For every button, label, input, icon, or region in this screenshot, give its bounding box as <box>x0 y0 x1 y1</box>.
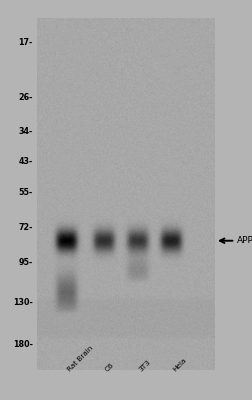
Text: 3T3: 3T3 <box>137 359 151 373</box>
Text: 43-: 43- <box>19 157 33 166</box>
Text: Hela: Hela <box>171 357 186 373</box>
Text: 180-: 180- <box>13 340 33 349</box>
Text: 95-: 95- <box>19 258 33 267</box>
Text: 17-: 17- <box>19 38 33 47</box>
Text: Rat Brain: Rat Brain <box>67 346 94 373</box>
Text: 26-: 26- <box>18 93 33 102</box>
Text: APPL: APPL <box>236 236 252 245</box>
Text: C6: C6 <box>104 362 115 373</box>
Text: 72-: 72- <box>18 223 33 232</box>
Text: 55-: 55- <box>19 188 33 197</box>
Text: 130-: 130- <box>13 298 33 307</box>
Text: 34-: 34- <box>19 127 33 136</box>
